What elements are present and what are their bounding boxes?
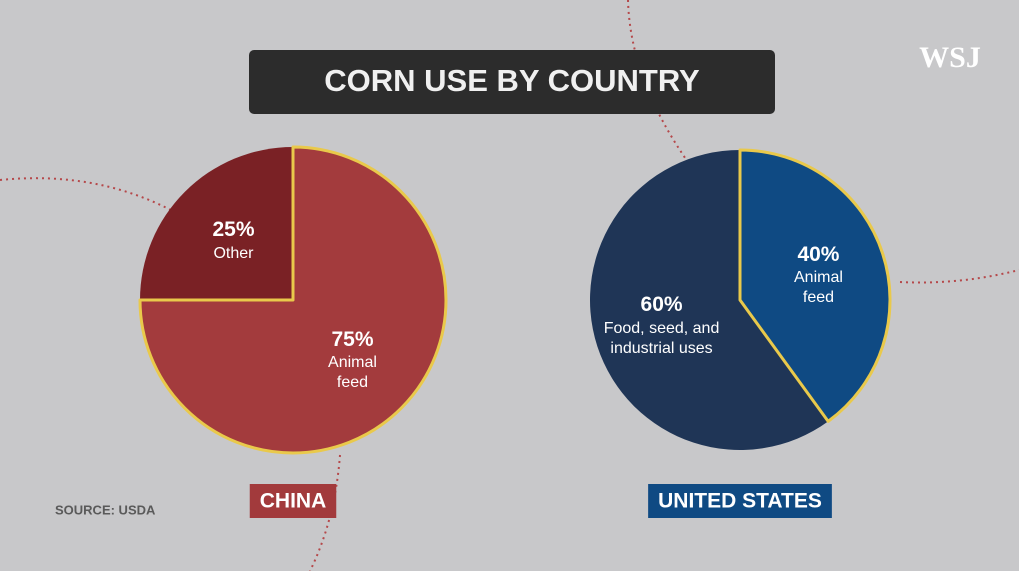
title-bar bbox=[249, 50, 775, 114]
country-label: CHINA bbox=[260, 490, 327, 513]
slice-label: 75% Animal feed bbox=[313, 326, 393, 392]
logo: WSJ bbox=[919, 41, 981, 74]
pie-slice bbox=[738, 148, 892, 423]
category-label: Animal feed bbox=[794, 268, 843, 306]
decor-line bbox=[0, 177, 181, 216]
country-label: UNITED STATES bbox=[658, 490, 822, 513]
value-label: 40% bbox=[797, 242, 840, 266]
slice-label: 25% Other bbox=[193, 217, 273, 263]
slice-label: 60% Food, seed, and industrial uses bbox=[597, 292, 727, 358]
slice-label: 40% Animal feed bbox=[778, 241, 858, 307]
pie-slice bbox=[140, 147, 293, 300]
decor-line bbox=[627, 0, 691, 166]
pie-slice bbox=[590, 150, 829, 450]
category-label: Food, seed, and industrial uses bbox=[603, 319, 720, 357]
chart-title: CORN USE BY COUNTRY bbox=[324, 63, 700, 98]
value-label: 60% bbox=[640, 293, 683, 317]
source: SOURCE: USDA bbox=[55, 502, 156, 517]
pie-slice bbox=[138, 145, 448, 455]
category-label: Other bbox=[213, 244, 254, 262]
country-label-bg bbox=[648, 484, 832, 518]
value-label: 75% bbox=[331, 327, 374, 351]
decor-line bbox=[899, 269, 1019, 284]
value-label: 25% bbox=[212, 218, 255, 242]
country-label-bg bbox=[249, 484, 337, 518]
category-label: Animal feed bbox=[328, 353, 377, 391]
